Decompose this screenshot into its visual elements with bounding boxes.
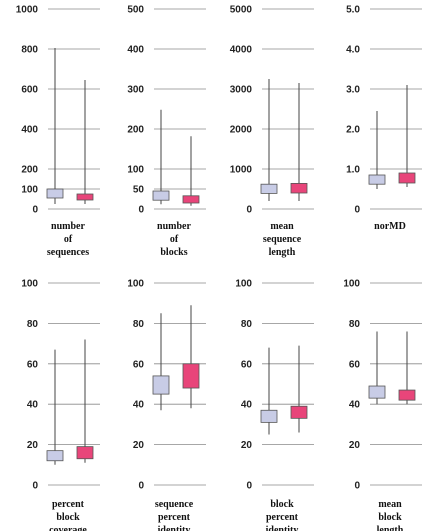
- panel-label-1-0: number: [157, 221, 191, 232]
- box-2-1: [290, 182, 308, 194]
- tick-label-4-4: 80: [27, 319, 39, 330]
- box-0-1: [76, 193, 94, 201]
- tick-label-5-4: 80: [133, 319, 145, 330]
- tick-label-5-3: 60: [133, 359, 145, 370]
- tick-label-7-0: 0: [354, 481, 360, 492]
- box-3-1: [398, 172, 416, 184]
- panel-label-5-1: percent: [158, 512, 191, 523]
- tick-label-4-2: 40: [27, 400, 39, 411]
- panel-label-7-1: block: [378, 512, 402, 523]
- panel-label-6-2: identity: [266, 525, 299, 531]
- box-4-0: [46, 450, 64, 462]
- tick-label-1-3: 300: [127, 85, 144, 96]
- tick-label-4-3: 60: [27, 359, 39, 370]
- tick-label-0-4: 800: [21, 45, 38, 56]
- tick-label-3-0: 0: [354, 205, 360, 216]
- box-2-0: [260, 183, 278, 194]
- panel-label-5-0: sequence: [155, 499, 194, 510]
- tick-label-5-2: 40: [133, 400, 145, 411]
- tick-label-1-5: 500: [127, 5, 144, 16]
- box-0-0: [46, 188, 64, 199]
- panel-label-4-1: block: [56, 512, 80, 523]
- panel-label-7-0: mean: [378, 499, 402, 510]
- tick-label-0-5: 1000: [16, 5, 39, 16]
- box-4-1: [76, 446, 94, 460]
- tick-label-2-1: 1000: [230, 165, 253, 176]
- box-1-1: [182, 195, 200, 204]
- box-7-0: [368, 385, 386, 399]
- tick-label-3-3: 3.0: [346, 85, 360, 96]
- tick-label-2-2: 2000: [230, 125, 253, 136]
- tick-label-7-3: 60: [349, 359, 361, 370]
- tick-label-6-5: 100: [235, 279, 252, 290]
- minor-tick-label-0-0: 100: [21, 185, 38, 196]
- tick-label-1-2: 200: [127, 125, 144, 136]
- panel-label-2-1: sequence: [263, 234, 302, 245]
- box-5-1: [182, 363, 200, 389]
- tick-label-6-3: 60: [241, 359, 253, 370]
- box-1-0: [152, 190, 170, 201]
- box-5-0: [152, 375, 170, 395]
- tick-label-4-5: 100: [21, 279, 38, 290]
- panel-label-7-2: length: [377, 525, 404, 531]
- box-6-0: [260, 409, 278, 423]
- tick-label-3-4: 4.0: [346, 45, 360, 56]
- tick-label-1-4: 400: [127, 45, 144, 56]
- tick-label-2-4: 4000: [230, 45, 253, 56]
- tick-label-4-1: 20: [27, 440, 39, 451]
- tick-label-5-5: 100: [127, 279, 144, 290]
- tick-label-2-0: 0: [246, 205, 252, 216]
- panel-label-1-2: blocks: [160, 247, 187, 258]
- panel-label-4-0: percent: [52, 499, 85, 510]
- tick-label-5-0: 0: [138, 481, 144, 492]
- tick-label-0-0: 0: [32, 205, 38, 216]
- minor-tick-label-1-0: 50: [133, 185, 145, 196]
- tick-label-3-1: 1.0: [346, 165, 360, 176]
- tick-label-1-1: 100: [127, 165, 144, 176]
- panel-label-2-0: mean: [270, 221, 294, 232]
- box-7-1: [398, 389, 416, 401]
- panel-label-0-2: sequences: [47, 247, 89, 258]
- panel-label-0-1: of: [64, 234, 73, 245]
- tick-label-6-0: 0: [246, 481, 252, 492]
- tick-label-2-3: 3000: [230, 85, 253, 96]
- tick-label-7-2: 40: [349, 400, 361, 411]
- tick-label-0-3: 600: [21, 85, 38, 96]
- panel-label-6-0: block: [270, 499, 294, 510]
- panel-label-0-0: number: [51, 221, 85, 232]
- tick-label-6-2: 40: [241, 400, 253, 411]
- panel-label-5-2: identity: [158, 525, 191, 531]
- tick-label-0-2: 400: [21, 125, 38, 136]
- box-6-1: [290, 405, 308, 419]
- panel-label-2-2: length: [269, 247, 296, 258]
- tick-label-3-5: 5.0: [346, 5, 360, 16]
- box-3-0: [368, 174, 386, 185]
- panel-label-3-0: norMD: [374, 221, 406, 232]
- tick-label-3-2: 2.0: [346, 125, 360, 136]
- panel-label-6-1: percent: [266, 512, 299, 523]
- tick-label-6-1: 20: [241, 440, 253, 451]
- tick-label-6-4: 80: [241, 319, 253, 330]
- tick-label-5-1: 20: [133, 440, 145, 451]
- tick-label-4-0: 0: [32, 481, 38, 492]
- tick-label-7-5: 100: [343, 279, 360, 290]
- panel-label-1-1: of: [170, 234, 179, 245]
- tick-label-7-1: 20: [349, 440, 361, 451]
- tick-label-0-1: 200: [21, 165, 38, 176]
- panel-label-4-2: coverage: [49, 525, 87, 531]
- tick-label-2-5: 5000: [230, 5, 253, 16]
- tick-label-1-0: 0: [138, 205, 144, 216]
- tick-label-7-4: 80: [349, 319, 361, 330]
